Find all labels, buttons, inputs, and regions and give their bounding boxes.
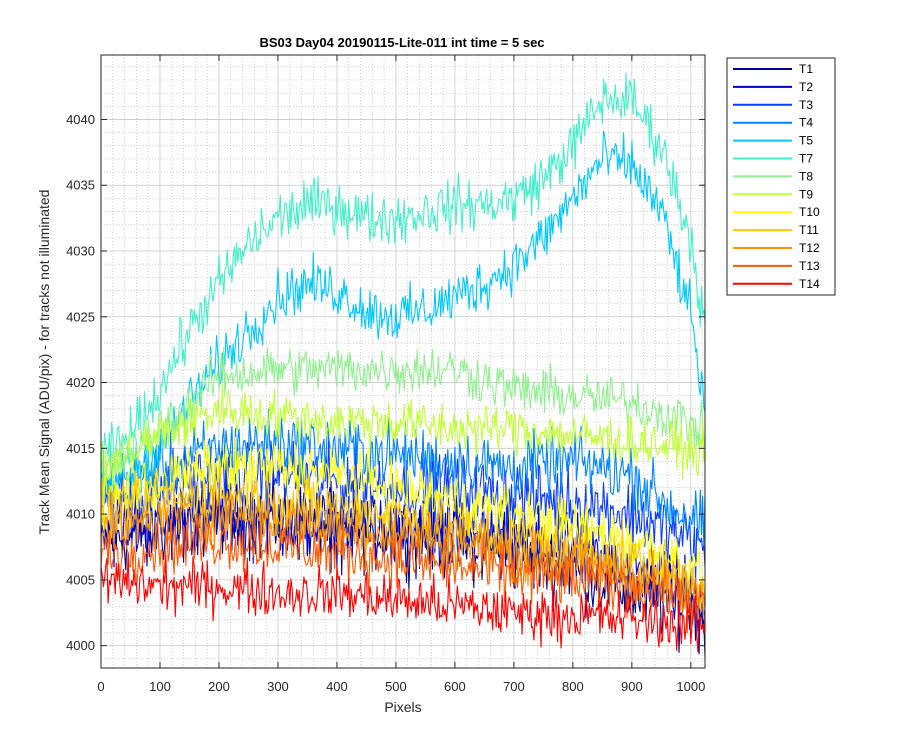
y-axis-label: Track Mean Signal (ADU/pix) - for tracks… (36, 190, 52, 535)
x-tick-label: 300 (267, 679, 289, 694)
y-tick-label: 4015 (66, 441, 95, 456)
series-line-t3 (100, 436, 706, 582)
legend-label-t12: T12 (799, 241, 820, 255)
y-tick-label: 4025 (66, 309, 95, 324)
series-lines (100, 72, 706, 658)
x-tick-label: 1000 (676, 679, 705, 694)
series-line-t13 (100, 512, 706, 634)
series-line-t7 (100, 72, 706, 471)
plot-area (100, 54, 706, 669)
legend-label-t10: T10 (799, 205, 820, 219)
y-tick-label: 4030 (66, 244, 95, 259)
legend-label-t14: T14 (799, 277, 820, 291)
series-line-t10 (100, 436, 706, 591)
y-tick-label: 4040 (66, 112, 95, 127)
series-line-t2 (100, 472, 706, 637)
x-tick-label: 200 (208, 679, 230, 694)
legend-label-t13: T13 (799, 259, 820, 273)
y-tick-label: 4020 (66, 375, 95, 390)
series-line-t8 (100, 347, 706, 479)
legend-label-t11: T11 (799, 223, 819, 237)
legend-label-t8: T8 (799, 169, 813, 183)
chart-title: BS03 Day04 20190115-Lite-011 int time = … (259, 35, 544, 50)
series-line-t9 (100, 383, 706, 495)
plot-frame (100, 54, 706, 669)
y-tick-label: 4000 (66, 638, 95, 653)
legend-label-t5: T5 (799, 134, 813, 148)
legend-label-t1: T1 (799, 62, 813, 76)
x-tick-label: 0 (97, 679, 104, 694)
legend-label-t9: T9 (799, 187, 813, 201)
y-tick-label: 4010 (66, 507, 95, 522)
x-axis-label: Pixels (384, 699, 421, 715)
x-tick-label: 800 (562, 679, 584, 694)
x-tick-label: 600 (444, 679, 466, 694)
x-tick-label: 100 (149, 679, 171, 694)
x-axis-ticks: 0 100 200 300 400 500 600 700 800 900 1000 (97, 55, 705, 694)
y-tick-label: 4005 (66, 572, 95, 587)
x-tick-label: 900 (621, 679, 643, 694)
legend: T1 T2 T3 T4 T5 T7 T8 T9 T10 T11 T12 T13 T14 (726, 57, 836, 296)
y-tick-label: 4035 (66, 178, 95, 193)
series-line-t11 (100, 463, 706, 611)
legend-label-t7: T7 (799, 152, 813, 166)
series-line-t12 (100, 487, 706, 623)
plot-background (101, 55, 705, 668)
legend-label-t4: T4 (799, 116, 813, 130)
y-axis-ticks: 4000 4005 4010 4015 4020 4025 4030 4035 4040 (66, 112, 705, 653)
x-tick-label: 500 (385, 679, 407, 694)
legend-label-t2: T2 (799, 80, 813, 94)
series-line-t4 (100, 408, 706, 547)
legend-label-t3: T3 (799, 98, 813, 112)
x-tick-label: 400 (326, 679, 348, 694)
x-tick-label: 700 (503, 679, 525, 694)
series-line-t14 (100, 552, 706, 653)
